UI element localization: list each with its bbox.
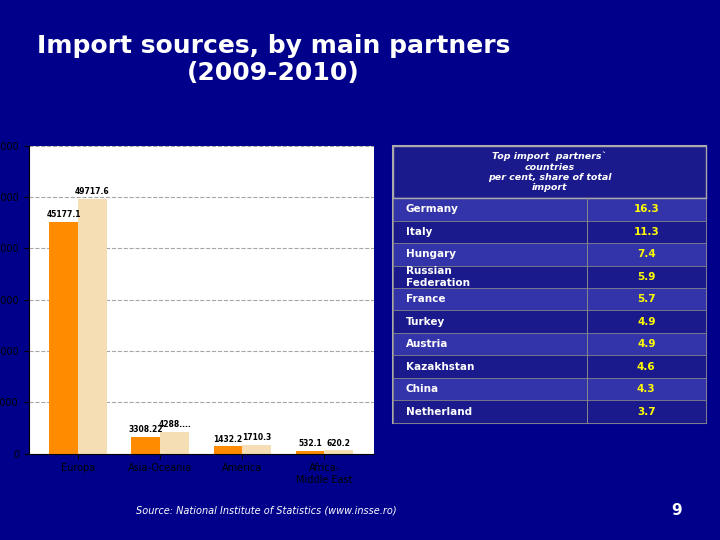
- Text: 5.9: 5.9: [637, 272, 655, 282]
- Text: 3.7: 3.7: [637, 407, 656, 416]
- Text: 1710.3: 1710.3: [242, 433, 271, 442]
- Text: Italy: Italy: [406, 227, 432, 237]
- Text: 620.2: 620.2: [327, 439, 351, 448]
- Text: 45177.1: 45177.1: [47, 210, 81, 219]
- FancyBboxPatch shape: [394, 333, 706, 355]
- FancyBboxPatch shape: [394, 221, 706, 243]
- Text: China: China: [406, 384, 439, 394]
- Text: 16.3: 16.3: [634, 204, 660, 214]
- Bar: [132, 437, 161, 454]
- Text: Germany: Germany: [406, 204, 459, 214]
- Bar: [214, 446, 243, 454]
- FancyBboxPatch shape: [394, 243, 706, 266]
- Text: Turkey: Turkey: [406, 316, 445, 327]
- Text: 4288....: 4288....: [158, 420, 191, 429]
- Text: Kazakhstan: Kazakhstan: [406, 362, 474, 372]
- Text: 11.3: 11.3: [634, 227, 660, 237]
- Text: 3308.22: 3308.22: [129, 425, 163, 434]
- FancyBboxPatch shape: [394, 310, 706, 333]
- Text: 9: 9: [672, 503, 682, 518]
- FancyBboxPatch shape: [394, 355, 706, 378]
- Bar: [161, 431, 189, 454]
- FancyBboxPatch shape: [394, 266, 706, 288]
- Text: France: France: [406, 294, 446, 304]
- Text: 7.4: 7.4: [637, 249, 656, 259]
- Text: 1432.2: 1432.2: [213, 435, 243, 444]
- Text: 5.7: 5.7: [637, 294, 656, 304]
- Bar: [78, 199, 107, 454]
- Text: Import sources, by main partners
(2009-2010): Import sources, by main partners (2009-2…: [37, 33, 510, 85]
- Bar: [50, 222, 78, 454]
- FancyBboxPatch shape: [394, 198, 706, 221]
- Text: Netherland: Netherland: [406, 407, 472, 416]
- Bar: [296, 451, 325, 454]
- Text: 4.6: 4.6: [637, 362, 656, 372]
- FancyBboxPatch shape: [394, 146, 706, 423]
- FancyBboxPatch shape: [394, 288, 706, 310]
- Text: Source: National Institute of Statistics (www.insse.ro): Source: National Institute of Statistics…: [136, 505, 397, 515]
- FancyBboxPatch shape: [394, 378, 706, 400]
- Text: 532.1: 532.1: [298, 440, 322, 448]
- Text: 4.3: 4.3: [637, 384, 656, 394]
- FancyBboxPatch shape: [394, 400, 706, 423]
- Text: Top import  partners`
countries
per cent, share of total
import: Top import partners` countries per cent,…: [487, 152, 611, 192]
- Text: 49717.6: 49717.6: [75, 187, 109, 196]
- Text: 4.9: 4.9: [637, 339, 655, 349]
- Text: Russian
Federation: Russian Federation: [406, 266, 470, 288]
- Text: Austria: Austria: [406, 339, 449, 349]
- Bar: [325, 450, 354, 454]
- FancyBboxPatch shape: [394, 146, 706, 198]
- Bar: [243, 445, 271, 454]
- Text: Hungary: Hungary: [406, 249, 456, 259]
- Text: 4.9: 4.9: [637, 316, 655, 327]
